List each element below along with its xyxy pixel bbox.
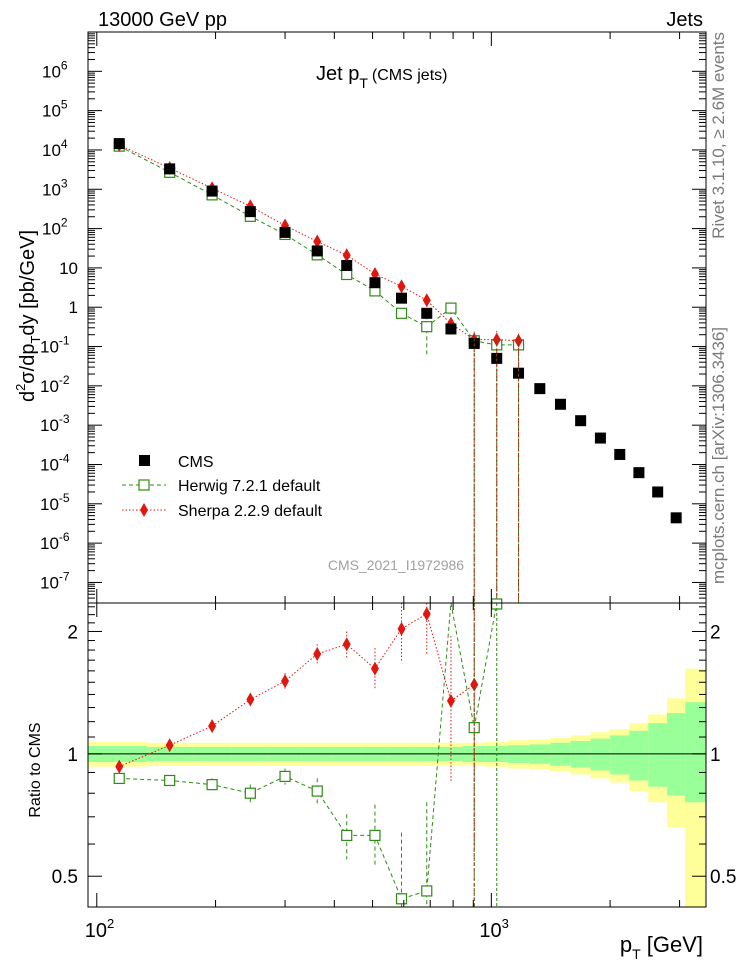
main-cms-point xyxy=(575,415,587,427)
main-cms-point xyxy=(468,337,480,349)
ratio-sherpa-point xyxy=(165,738,174,753)
ratio-band-inner xyxy=(648,723,668,787)
ratio-herwig-point xyxy=(341,829,353,842)
ratio-y-axis-title: Ratio to CMS xyxy=(27,722,44,817)
ratio-herwig-point xyxy=(395,893,408,905)
main-herwig-point xyxy=(421,321,433,333)
x-axis-title: pT [GeV] xyxy=(620,932,703,962)
main-cms-point xyxy=(491,352,503,364)
legend-herwig-marker xyxy=(138,479,150,491)
y-tick-label: 10-5 xyxy=(40,491,70,514)
legend-cms-label: CMS xyxy=(178,454,214,471)
ratio-y-tick-label-left: 1 xyxy=(67,745,78,766)
y-tick-label: 10 xyxy=(59,259,78,278)
ratio-y-tick-label-right: 0.5 xyxy=(710,867,736,888)
y-tick-label: 10-2 xyxy=(40,373,70,396)
main-cms-point xyxy=(113,138,125,150)
main-cms-point xyxy=(445,323,457,335)
y-tick-label: 103 xyxy=(42,176,68,199)
x-tick-label: 102 xyxy=(85,916,114,942)
rivet-version-label: Rivet 3.1.10, ≥ 2.6M events xyxy=(709,32,728,239)
ratio-sherpa-point xyxy=(446,693,455,708)
y-tick-label: 1 xyxy=(69,298,78,317)
main-cms-point xyxy=(164,163,176,175)
ratio-sherpa-point xyxy=(422,606,431,621)
y-tick-label: 10-3 xyxy=(40,412,70,435)
ratio-y-tick-label-right: 2 xyxy=(710,622,721,643)
ratio-y-tick-label-right: 1 xyxy=(710,745,721,766)
main-herwig-point xyxy=(395,307,408,319)
ratio-herwig-point xyxy=(369,829,381,842)
legend-herwig-label: Herwig 7.2.1 default xyxy=(178,478,321,495)
legend-sherpa-label: Sherpa 2.2.9 default xyxy=(178,503,323,520)
main-sherpa-point xyxy=(342,248,351,263)
source-label: mcplots.cern.ch [arXiv:1306.3436] xyxy=(709,327,728,584)
main-cms-point xyxy=(534,383,546,395)
legend-cms-marker xyxy=(139,455,150,466)
y-tick-label: 10-6 xyxy=(40,530,70,553)
main-cms-point xyxy=(341,260,353,272)
main-herwig-point xyxy=(445,302,457,314)
main-cms-point xyxy=(396,292,408,304)
main-cms-point xyxy=(311,245,323,257)
ratio-sherpa-point xyxy=(115,759,124,774)
ratio-sherpa-point xyxy=(281,674,290,689)
y-tick-label: 106 xyxy=(42,58,68,81)
ratio-herwig-point xyxy=(311,785,323,797)
category-label: Jets xyxy=(666,9,703,31)
plot-title: Jet pT (CMS jets) xyxy=(316,63,447,91)
analysis-watermark: CMS_2021_I1972986 xyxy=(328,557,464,573)
main-cms-point xyxy=(244,206,256,218)
y-tick-label: 10-1 xyxy=(40,334,70,357)
y-tick-label: 10-4 xyxy=(40,451,70,474)
y-tick-label: 102 xyxy=(42,216,68,239)
y-tick-label: 10-7 xyxy=(40,569,70,592)
legend-sherpa-marker xyxy=(140,503,148,517)
main-y-axis-title: d2σ/dpTdy [pb/GeV] xyxy=(13,230,43,402)
main-cms-point xyxy=(369,277,381,289)
ratio-herwig-point xyxy=(244,787,256,799)
ratio-herwig-point xyxy=(164,774,176,787)
y-tick-label: 104 xyxy=(42,137,68,160)
main-cms-point xyxy=(421,307,433,319)
main-cms-point xyxy=(279,226,291,238)
main-cms-point xyxy=(513,367,525,379)
ratio-y-tick-label-left: 2 xyxy=(67,622,78,643)
ratio-sherpa-point xyxy=(208,719,217,734)
y-tick-label: 105 xyxy=(42,98,68,121)
ratio-herwig-point xyxy=(113,772,125,785)
main-cms-point xyxy=(633,467,645,479)
main-cms-point xyxy=(594,432,606,444)
ratio-herwig-point xyxy=(279,770,291,783)
ratio-sherpa-point xyxy=(246,692,255,707)
ratio-band-inner xyxy=(685,702,707,803)
main-cms-point xyxy=(652,486,664,498)
main-sherpa-point xyxy=(397,279,406,294)
legend: CMS Herwig 7.2.1 default Sherpa 2.2.9 de… xyxy=(122,454,323,520)
ratio-sherpa-point xyxy=(342,637,351,652)
ratio-frame xyxy=(87,602,707,908)
ratio-sherpa-point xyxy=(397,621,406,636)
ratio-sherpa-point xyxy=(313,647,322,662)
main-sherpa-point xyxy=(313,234,322,249)
ratio-band-inner xyxy=(590,738,611,771)
ratio-band-inner xyxy=(610,735,630,775)
ratio-y-tick-label-left: 0.5 xyxy=(52,867,78,888)
ratio-herwig-point xyxy=(421,885,433,897)
main-cms-point xyxy=(614,448,626,460)
main-cms-point xyxy=(670,512,682,524)
main-cms-point xyxy=(554,398,566,410)
main-sherpa-point xyxy=(422,293,431,308)
x-tick-label: 103 xyxy=(479,916,508,942)
ratio-sherpa-point xyxy=(370,661,379,676)
main-cms-point xyxy=(206,185,218,197)
ratio-band-inner xyxy=(629,730,649,781)
collision-label: 13000 GeV pp xyxy=(98,9,227,31)
ratio-herwig-point xyxy=(206,779,218,791)
main-sherpa-line xyxy=(118,144,519,342)
